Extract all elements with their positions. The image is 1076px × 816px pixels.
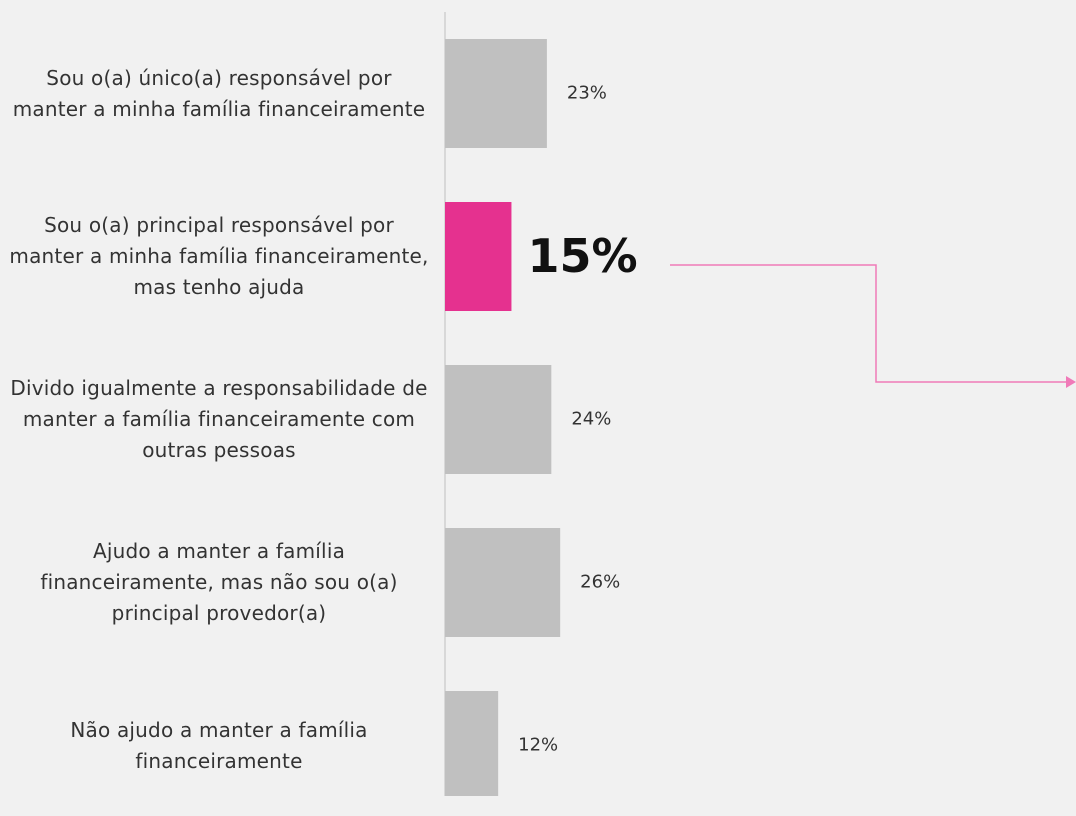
category-label: Sou o(a) principal responsável por mante… <box>9 213 429 299</box>
category-label: Não ajudo a manter a família financeiram… <box>70 717 368 773</box>
connector-arrow <box>670 264 1066 383</box>
plot: 23% 15% 24% 26% 12% <box>444 12 1076 796</box>
chart: 23% 15% 24% 26% 12% Sou o(a) único(a) respon… <box>9 12 1076 796</box>
category-label: Ajudo a manter a família financeiramente… <box>40 539 398 625</box>
bar <box>445 528 561 637</box>
value-label: 23% <box>567 83 607 104</box>
bar <box>445 691 499 796</box>
category-label: Sou o(a) único(a) responsável por manter… <box>12 65 426 121</box>
bar <box>445 39 547 148</box>
bar <box>445 202 512 311</box>
value-label: 15% <box>527 229 637 283</box>
arrow-head <box>1066 376 1076 388</box>
value-label: 26% <box>580 572 620 593</box>
category-label: Divido igualmente a responsabilidade de … <box>10 376 428 462</box>
bar <box>445 365 552 474</box>
value-label: 24% <box>571 409 611 430</box>
value-label: 12% <box>518 735 558 756</box>
